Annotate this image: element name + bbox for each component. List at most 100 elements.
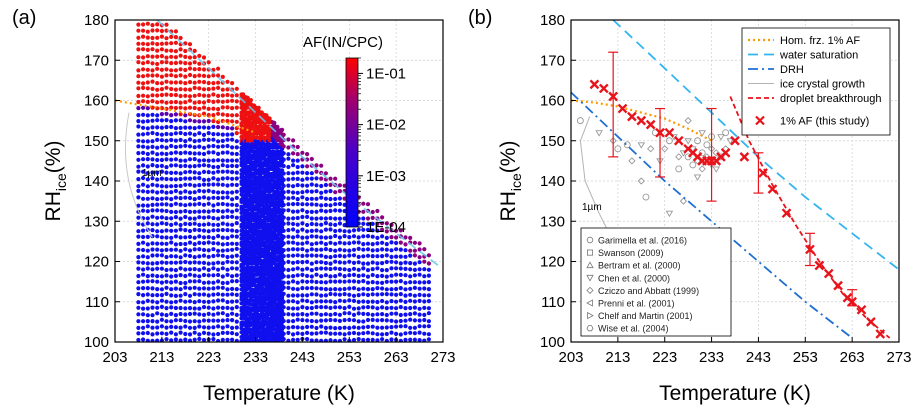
af-data-point: [384, 268, 389, 273]
af-data-point: [192, 209, 197, 214]
af-data-point: [164, 67, 169, 72]
af-data-point: [370, 331, 375, 336]
af-data-point: [426, 293, 431, 298]
af-data-point: [333, 216, 338, 221]
af-data-point: [155, 293, 160, 298]
af-data-point: [220, 253, 225, 258]
af-data-point: [141, 254, 146, 259]
af-data-point: [394, 279, 399, 284]
af-data-point: [187, 228, 193, 234]
af-data-point: [178, 305, 183, 311]
af-data-point: [145, 203, 150, 208]
af-data-point: [305, 248, 310, 253]
af-data-point: [342, 274, 347, 279]
af-data-point: [314, 272, 319, 277]
af-data-point: [173, 286, 178, 291]
af-data-point: [291, 209, 296, 214]
af-data-point: [136, 241, 141, 246]
af-data-point: [300, 272, 305, 277]
af-data-point: [220, 87, 225, 92]
af-data-point: [173, 60, 178, 66]
af-data-point: [150, 279, 155, 284]
af-data-point: [173, 157, 178, 162]
af-data-point: [201, 151, 207, 157]
legend-lit-symbol: [586, 261, 594, 269]
af-data-point: [230, 274, 235, 279]
af-data-point: [230, 306, 235, 311]
af-data-point: [183, 61, 188, 66]
af-data-point: [211, 253, 216, 259]
af-data-point: [305, 259, 310, 264]
af-data-point: [305, 235, 310, 240]
legend-swatch-x: [755, 115, 765, 126]
af-data-point: [169, 113, 174, 118]
af-data-point: [337, 305, 342, 310]
af-data-point: [412, 318, 417, 323]
af-data-point: [281, 190, 286, 195]
af-data-point: [328, 222, 333, 227]
af-data-point: [136, 157, 141, 162]
af-data-point: [183, 74, 188, 79]
literature-data-point: [595, 130, 603, 137]
panel-a-ytick-label: 160: [84, 93, 109, 110]
af-data-point: [206, 118, 211, 124]
af-data-point: [206, 163, 211, 168]
af-data-point: [380, 254, 385, 259]
af-data-point: [408, 286, 413, 291]
af-data-point: [197, 240, 202, 245]
af-data-point: [187, 157, 193, 162]
af-data-point: [225, 228, 230, 233]
af-data-point: [159, 112, 164, 117]
af-data-point: [206, 254, 211, 259]
af-data-point: [234, 299, 239, 304]
af-data-point: [286, 247, 291, 252]
af-data-point: [159, 248, 164, 253]
af-1pct-marker: [730, 135, 740, 146]
af-data-point: [141, 112, 146, 117]
af-data-point: [314, 196, 319, 201]
af-data-point: [141, 312, 146, 317]
af-data-point: [183, 203, 188, 208]
legend-lit-label: Garimella et al. (2016): [598, 236, 687, 246]
af-data-point: [426, 273, 431, 278]
af-data-point: [351, 272, 357, 277]
af-data-point: [384, 292, 389, 297]
af-data-point: [141, 119, 146, 124]
af-data-point: [295, 300, 300, 305]
af-data-point: [150, 222, 155, 227]
af-data-point: [216, 253, 221, 258]
af-data-point: [408, 298, 413, 303]
af-data-point: [333, 331, 338, 336]
af-data-point: [361, 292, 366, 297]
af-data-point: [159, 241, 164, 246]
af-data-point: [370, 260, 375, 265]
af-data-point: [389, 254, 394, 259]
af-data-point: [145, 242, 150, 247]
af-data-point: [225, 150, 230, 155]
af-data-point: [197, 279, 202, 284]
af-data-point: [183, 299, 188, 304]
af-data-point: [183, 170, 188, 175]
af-data-point: [230, 170, 235, 175]
af-data-point: [192, 67, 197, 72]
panel-b-ytick-label: 150: [540, 133, 565, 150]
af-data-point: [220, 227, 225, 233]
af-data-point: [178, 338, 183, 342]
af-data-point: [417, 292, 422, 297]
af-data-point: [230, 228, 235, 233]
af-data-point: [145, 99, 150, 104]
af-data-point: [300, 227, 305, 232]
af-data-point: [145, 67, 150, 72]
af-data-point: [187, 240, 193, 245]
af-data-point: [286, 330, 291, 335]
af-data-point: [333, 248, 338, 253]
af-data-point: [225, 132, 230, 137]
af-data-point: [164, 100, 169, 105]
af-data-point: [201, 272, 207, 278]
panel-a-ylabel: RHice(%): [42, 141, 69, 222]
af-data-point: [426, 267, 431, 272]
af-data-point: [145, 189, 150, 194]
af-data-point: [234, 273, 239, 278]
af-data-point: [192, 235, 197, 240]
af-data-point: [361, 254, 366, 259]
